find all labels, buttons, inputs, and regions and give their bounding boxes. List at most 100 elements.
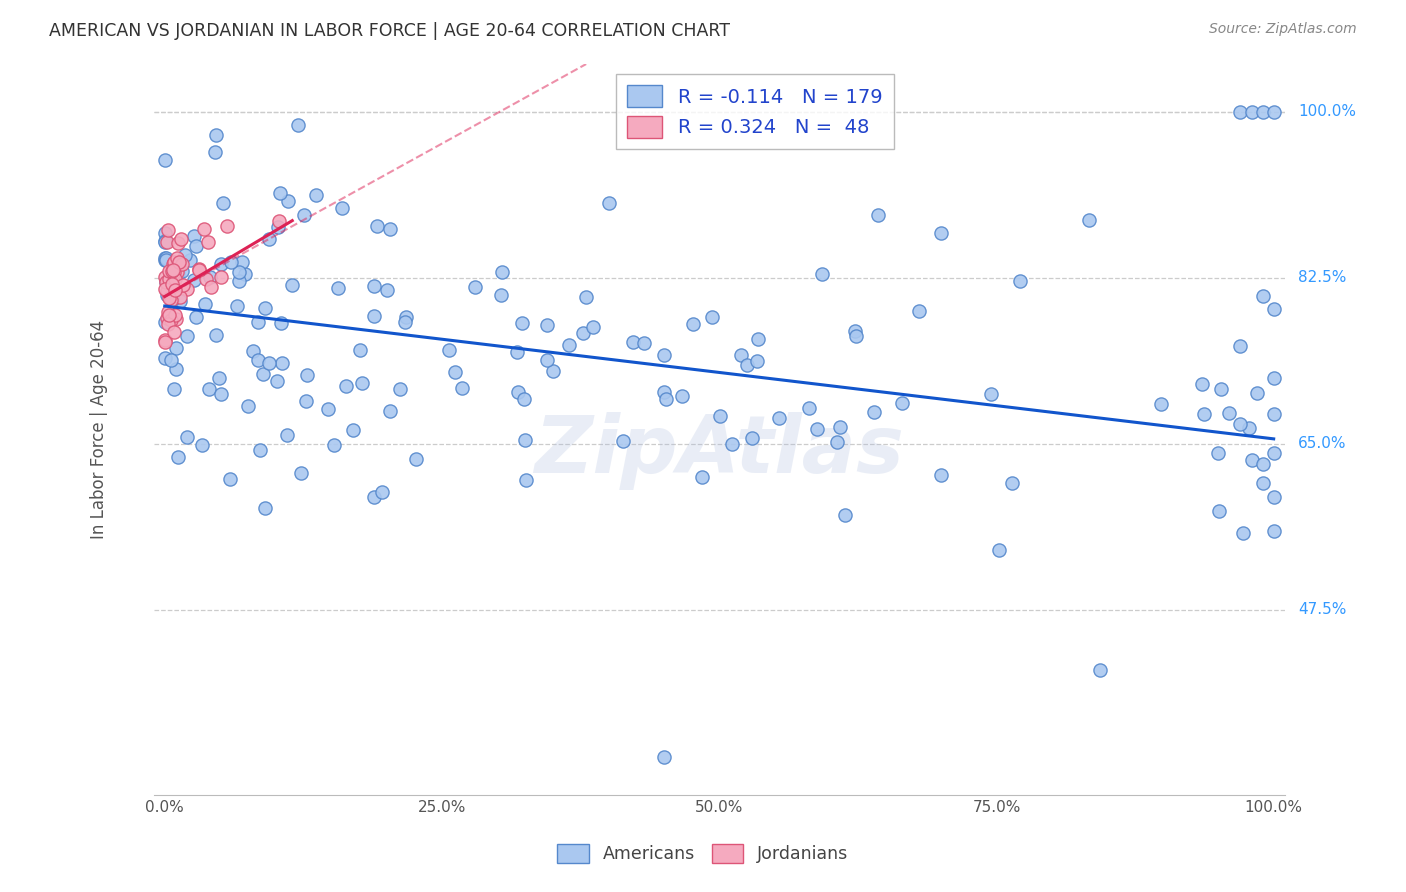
- Point: [188, 263, 211, 277]
- Point: [323, 438, 346, 452]
- Point: [156, 288, 179, 302]
- Point: [1229, 104, 1251, 119]
- Point: [197, 235, 219, 250]
- Point: [1218, 406, 1240, 420]
- Point: [179, 253, 201, 268]
- Point: [491, 265, 513, 279]
- Point: [163, 325, 186, 339]
- Point: [692, 470, 714, 484]
- Point: [170, 231, 193, 245]
- Point: [371, 485, 394, 500]
- Point: [745, 354, 768, 368]
- Point: [153, 252, 176, 267]
- Point: [326, 281, 349, 295]
- Point: [155, 153, 177, 168]
- Point: [929, 468, 952, 483]
- Point: [269, 186, 291, 200]
- Point: [1263, 301, 1285, 316]
- Point: [464, 280, 486, 294]
- Point: [335, 379, 357, 393]
- Point: [169, 290, 191, 304]
- Point: [156, 284, 179, 298]
- Point: [1209, 382, 1232, 396]
- Point: [267, 219, 290, 234]
- Point: [157, 272, 180, 286]
- Point: [363, 309, 385, 323]
- Point: [153, 251, 176, 265]
- Point: [211, 257, 233, 271]
- Text: 47.5%: 47.5%: [1298, 602, 1347, 617]
- Point: [682, 317, 704, 331]
- Point: [342, 423, 364, 437]
- Point: [582, 319, 605, 334]
- Point: [1010, 274, 1032, 288]
- Point: [167, 267, 190, 281]
- Point: [394, 315, 416, 329]
- Point: [810, 267, 832, 281]
- Point: [176, 282, 198, 296]
- Text: 65.0%: 65.0%: [1298, 436, 1347, 451]
- Point: [1251, 288, 1274, 302]
- Point: [257, 231, 280, 245]
- Point: [167, 254, 190, 268]
- Point: [450, 381, 472, 395]
- Point: [155, 276, 177, 290]
- Point: [259, 356, 281, 370]
- Point: [269, 214, 291, 228]
- Point: [163, 265, 186, 279]
- Point: [1191, 376, 1213, 391]
- Point: [153, 315, 176, 329]
- Point: [184, 310, 207, 324]
- Point: [890, 396, 912, 410]
- Point: [536, 318, 558, 332]
- Point: [612, 434, 634, 449]
- Point: [557, 338, 579, 352]
- Point: [212, 196, 235, 211]
- Point: [1232, 525, 1254, 540]
- Point: [394, 310, 416, 325]
- Point: [165, 341, 187, 355]
- Text: ZipAtlas: ZipAtlas: [534, 412, 904, 491]
- Point: [1251, 476, 1274, 491]
- Point: [236, 399, 259, 413]
- Point: [186, 239, 208, 253]
- Point: [389, 382, 412, 396]
- Point: [191, 438, 214, 452]
- Point: [200, 280, 222, 294]
- Point: [575, 290, 598, 304]
- Point: [193, 222, 215, 236]
- Point: [1251, 457, 1274, 471]
- Point: [1263, 524, 1285, 539]
- Point: [155, 252, 177, 267]
- Point: [254, 301, 277, 315]
- Point: [671, 389, 693, 403]
- Point: [377, 283, 399, 297]
- Point: [157, 308, 180, 322]
- Point: [721, 437, 744, 451]
- Point: [1263, 490, 1285, 504]
- Point: [166, 252, 188, 266]
- Point: [1240, 452, 1263, 467]
- Point: [980, 387, 1002, 401]
- Point: [828, 420, 851, 434]
- Point: [225, 299, 247, 313]
- Point: [163, 255, 186, 269]
- Point: [1229, 417, 1251, 432]
- Point: [167, 450, 190, 465]
- Point: [280, 277, 302, 292]
- Legend: R = -0.114   N = 179, R = 0.324   N =  48: R = -0.114 N = 179, R = 0.324 N = 48: [616, 74, 894, 149]
- Point: [156, 235, 179, 249]
- Point: [1000, 476, 1022, 491]
- Point: [153, 234, 176, 248]
- Point: [170, 264, 193, 278]
- Point: [153, 335, 176, 350]
- Point: [741, 431, 763, 445]
- Point: [233, 267, 256, 281]
- Point: [305, 188, 328, 202]
- Point: [536, 353, 558, 368]
- Point: [276, 428, 298, 442]
- Point: [157, 264, 180, 278]
- Point: [209, 270, 232, 285]
- Point: [208, 370, 231, 384]
- Point: [1263, 446, 1285, 460]
